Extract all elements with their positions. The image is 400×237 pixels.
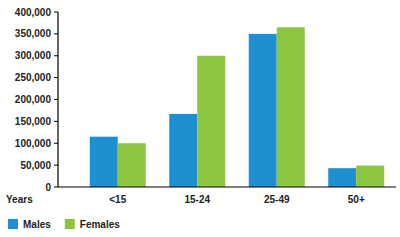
y-axis: 0 50,000 100,000 150,000 200,000 250,000 300,0… — [15, 7, 58, 193]
x-axis: <15 15-24 25-49 50+ Years — [6, 194, 365, 205]
x-axis-line — [58, 186, 396, 187]
y-tick-label: 200,000 — [15, 94, 52, 105]
bar — [356, 166, 384, 187]
legend-swatch — [8, 219, 18, 229]
y-tick-label: 50,000 — [20, 160, 51, 171]
bar — [169, 114, 197, 187]
y-tick-label: 150,000 — [15, 116, 52, 127]
y-tick-label: 300,000 — [15, 50, 52, 61]
bar — [249, 34, 277, 187]
chart: 0 50,000 100,000 150,000 200,000 250,000 300,0… — [0, 0, 400, 237]
y-axis-line — [57, 12, 58, 187]
bars — [90, 27, 385, 187]
bar — [277, 27, 305, 187]
y-tick-label: 400,000 — [15, 7, 52, 18]
x-tick-label: 25-49 — [264, 194, 290, 205]
legend: Males Females — [8, 219, 120, 230]
y-tick-label: 100,000 — [15, 138, 52, 149]
bar — [197, 56, 225, 187]
legend-label: Males — [23, 219, 51, 230]
y-tick-label: 0 — [45, 182, 51, 193]
bar — [328, 168, 356, 187]
y-tick-label: 250,000 — [15, 72, 52, 83]
y-tick-label: 350,000 — [15, 28, 52, 39]
x-tick-label: <15 — [109, 194, 126, 205]
legend-label: Females — [80, 219, 120, 230]
bar — [118, 143, 146, 187]
x-axis-label: Years — [6, 194, 33, 205]
bar — [90, 137, 118, 187]
legend-swatch — [65, 219, 75, 229]
x-tick-label: 50+ — [348, 194, 365, 205]
x-tick-label: 15-24 — [184, 194, 210, 205]
